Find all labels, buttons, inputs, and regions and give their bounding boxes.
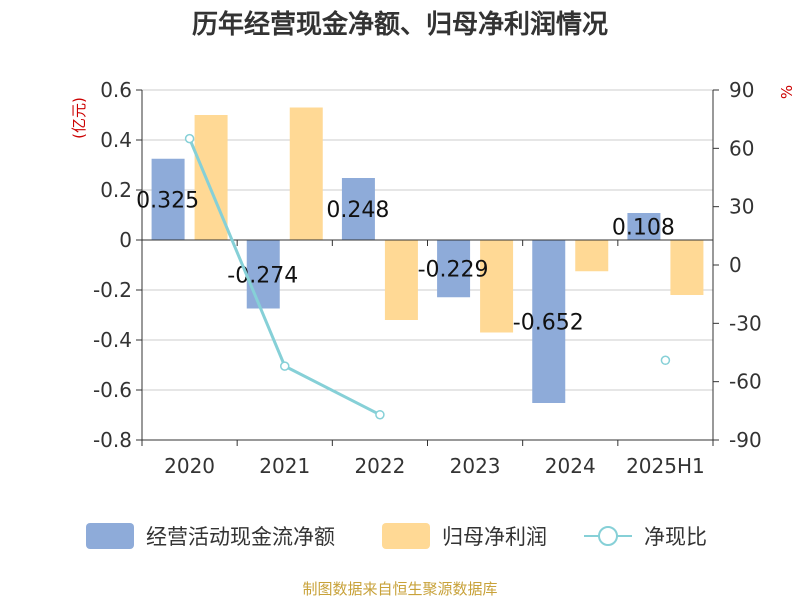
x-tick-label: 2021 [259,454,310,478]
bar-cashflow [627,213,661,240]
legend-label-cashflow: 经营活动现金流净额 [146,525,335,549]
legend-swatch-marker [598,526,618,546]
y-right-tick-label: 30 [729,195,754,219]
y-left-tick-label: -0.4 [93,328,132,352]
data-label-cashflow: 0.108 [612,216,675,241]
y-left-tick-label: -0.8 [93,428,132,452]
y-left-tick-label: 0 [119,228,132,252]
data-label-cashflow: 0.248 [326,198,389,223]
point-net-cash-ratio [280,361,290,371]
y-right-tick-label: 90 [729,78,754,102]
x-tick-label: 2020 [164,454,215,478]
y-right-tick-label: 60 [729,136,754,160]
bar-cashflow [532,240,566,403]
x-tick-label: 2024 [545,454,596,478]
data-label-cashflow: -0.652 [513,311,584,336]
bar-cashflow [341,178,375,240]
data-label-cashflow: -0.274 [227,263,298,288]
data-label-cashflow: -0.229 [418,258,489,283]
legend-label-net-profit: 归母净利润 [442,525,547,549]
point-net-cash-ratio [184,133,195,144]
x-tick-label: 2022 [354,454,405,478]
y-left-tick-label: -0.6 [93,378,132,402]
legend-swatch-cashflow [86,523,134,549]
y-left-tick-label: 0.4 [100,128,132,152]
y-left-tick-label: -0.2 [93,278,132,302]
y-left-tick-label: 0.2 [100,178,132,202]
x-tick-label: 2025H1 [626,454,705,478]
y-left-tick-label: 0.6 [100,78,132,102]
bar-net-profit [384,240,418,320]
y-right-tick-label: 0 [729,253,742,277]
y-right-unit: % [778,85,796,99]
x-tick-label: 2023 [450,454,501,478]
chart-title: 历年经营现金净额、归母净利润情况 [191,10,608,40]
y-right-tick-label: -60 [729,370,762,394]
bar-cashflow [151,158,185,240]
bar-net-profit [670,240,704,295]
bar-net-profit [575,240,609,272]
footer-source: 制图数据来自恒生聚源数据库 [302,580,498,598]
bar-net-profit [480,240,514,333]
bar-net-profit [289,107,323,240]
data-label-cashflow: 0.325 [136,188,199,213]
legend-swatch-net-profit [382,523,430,549]
y-right-tick-label: -30 [729,311,762,335]
y-right-tick-label: -90 [729,428,762,452]
point-net-cash-ratio [375,409,385,420]
legend-label-net-cash-ratio: 净现比 [644,525,707,549]
point-net-cash-ratio [660,355,671,366]
bar-cashflow [437,240,471,298]
y-left-unit: (亿元) [70,97,88,139]
bar-cashflow [246,240,280,309]
